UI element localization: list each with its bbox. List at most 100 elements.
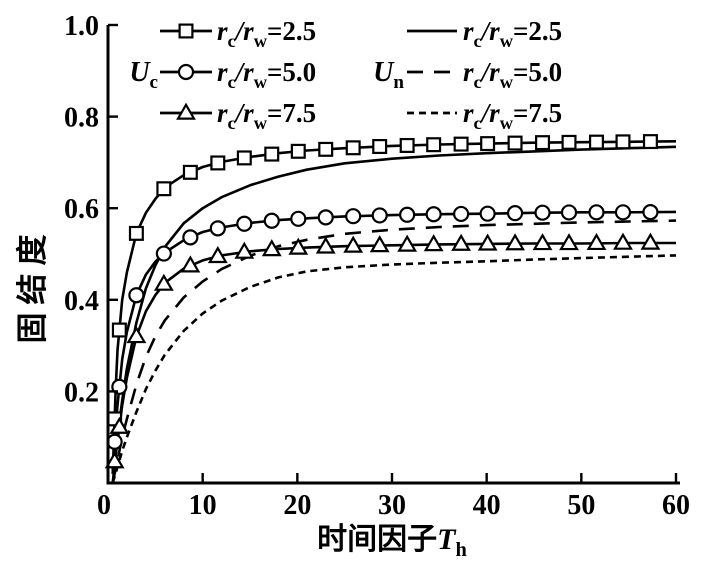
triangle-marker (451, 233, 472, 251)
square-marker (372, 139, 388, 155)
legend-group-label: Un (373, 57, 404, 93)
legend-entry-label: rc/rw=5.0 (463, 57, 562, 92)
square-marker (399, 137, 415, 153)
axis-frame (106, 25, 680, 485)
x-tick-label: 30 (378, 490, 406, 521)
circle-marker (614, 204, 632, 221)
y-tick-label: 0.8 (64, 103, 99, 134)
series-line-uc-5 (111, 210, 677, 470)
circle-marker (642, 204, 659, 221)
triangle-marker (423, 234, 444, 252)
circle-marker (399, 206, 416, 223)
square-marker (507, 135, 523, 151)
circle-marker (588, 204, 605, 221)
legend-square-marker (178, 23, 194, 39)
triangle-marker (126, 326, 147, 344)
legend-entry-label: rc/rw=2.5 (217, 16, 316, 51)
x-tick-label: 0 (97, 490, 111, 521)
square-marker (264, 146, 280, 162)
x-tick-label: 10 (189, 490, 217, 521)
legend-circle-marker (177, 63, 195, 81)
legend-group-uc: Uc rc/rw=2.5 rc/rw=5.0 rc/rw=7.5 (129, 16, 316, 133)
square-marker (426, 137, 442, 153)
axes: 0.2 0.4 0.6 0.8 1.0 0 10 20 30 40 50 60 时间因子Th (64, 11, 690, 561)
square-marker (615, 134, 631, 150)
circle-marker (106, 433, 123, 450)
y-tick-label: 0.4 (64, 286, 99, 317)
series-markers (104, 134, 661, 469)
square-marker (642, 134, 658, 150)
triangle-marker (104, 451, 125, 469)
circle-marker (263, 212, 280, 229)
square-marker (156, 181, 172, 197)
circle-marker (209, 220, 226, 237)
circle-marker (236, 215, 253, 232)
square-marker (182, 164, 198, 180)
legend-entry-label: rc/rw=2.5 (463, 16, 562, 51)
triangle-marker (505, 233, 525, 251)
triangle-marker (369, 235, 390, 253)
series-line-uc-7.5 (111, 241, 676, 475)
triangle-marker (343, 235, 364, 253)
square-marker (480, 136, 496, 152)
circle-marker (506, 205, 524, 222)
circle-marker (182, 229, 199, 246)
series-line-uc-2.5 (111, 140, 677, 474)
triangle-marker (559, 233, 579, 251)
y-tick-label: 1.0 (64, 11, 99, 42)
circle-marker (155, 245, 172, 262)
triangle-marker (477, 233, 498, 251)
circle-marker (345, 208, 362, 225)
circle-marker (453, 205, 470, 223)
y-axis-label: 固结度 (15, 226, 50, 344)
legend: Uc rc/rw=2.5 rc/rw=5.0 rc/rw=7.5 Un rc/rw=2.5… (129, 16, 562, 133)
x-tick-label: 50 (567, 490, 595, 521)
triangle-marker (207, 245, 228, 264)
triangle-marker (234, 241, 255, 259)
square-marker (111, 322, 127, 338)
square-marker (290, 143, 306, 159)
square-marker (236, 150, 252, 166)
circle-marker (479, 205, 496, 222)
triangle-marker (180, 255, 201, 273)
circle-marker (425, 206, 442, 223)
series-line-un-5 (111, 219, 677, 484)
circle-marker (371, 207, 388, 224)
square-marker (345, 140, 361, 156)
triangle-marker (109, 416, 130, 434)
triangle-marker (397, 234, 418, 252)
square-marker (561, 134, 577, 150)
x-tick-label: 20 (283, 490, 311, 521)
x-axis-label: 时间因子Th (317, 523, 467, 561)
circle-marker (534, 204, 551, 221)
legend-entry-label: rc/rw=7.5 (463, 98, 562, 133)
triangle-marker (315, 236, 336, 254)
y-tick-label: 0.2 (64, 377, 99, 408)
circle-marker (317, 209, 334, 226)
square-marker (453, 136, 469, 152)
circle-marker (560, 204, 578, 221)
square-marker (318, 141, 334, 157)
series-curves (111, 140, 677, 484)
triangle-marker (613, 232, 633, 250)
square-marker (535, 135, 551, 151)
series-line-un-2.5 (111, 145, 677, 484)
triangle-marker (153, 273, 174, 291)
legend-triangle-marker (176, 102, 196, 120)
legend-entry-label: rc/rw=5.0 (217, 57, 316, 92)
triangle-marker (261, 239, 282, 257)
square-marker (210, 155, 226, 171)
x-tick-label: 40 (473, 490, 501, 521)
square-marker (588, 134, 604, 150)
triangle-marker (288, 237, 309, 255)
triangle-marker (586, 232, 607, 251)
x-tick-label: 60 (662, 490, 690, 521)
square-marker (128, 225, 144, 241)
legend-entry-label: rc/rw=7.5 (217, 98, 316, 133)
legend-group-un: Un rc/rw=2.5 rc/rw=5.0 rc/rw=7.5 (373, 16, 562, 133)
triangle-marker (640, 232, 661, 250)
circle-marker (128, 287, 145, 304)
y-tick-label: 0.6 (64, 194, 99, 225)
